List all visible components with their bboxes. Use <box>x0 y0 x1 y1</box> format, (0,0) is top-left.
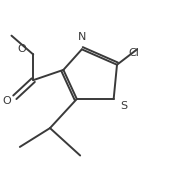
Text: O: O <box>17 44 26 54</box>
Text: O: O <box>2 96 11 106</box>
Text: S: S <box>120 101 127 111</box>
Text: N: N <box>78 32 86 42</box>
Text: Cl: Cl <box>128 48 139 58</box>
